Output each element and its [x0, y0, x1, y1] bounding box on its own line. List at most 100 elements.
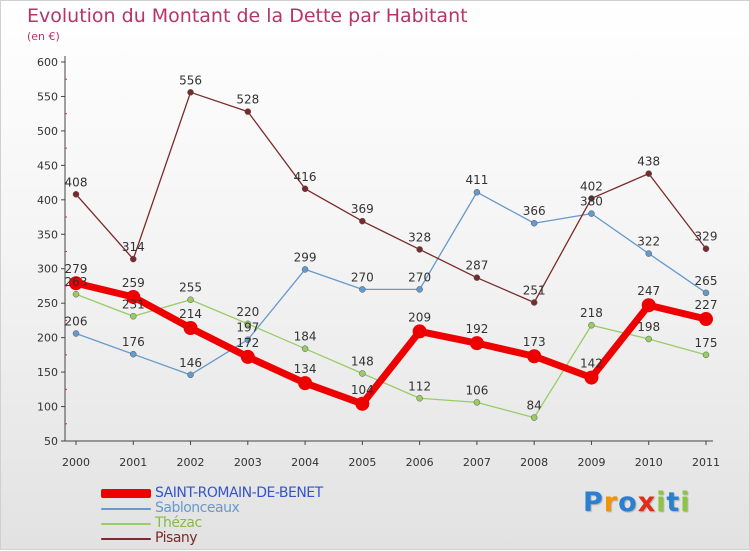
- data-point: [702, 351, 710, 359]
- y-tick-label: 350: [37, 228, 58, 241]
- data-label: 380: [580, 195, 603, 209]
- x-tick-label: 2007: [463, 456, 491, 469]
- data-point: [244, 108, 252, 115]
- data-point: [412, 324, 427, 339]
- data-label: 314: [122, 240, 145, 254]
- data-label: 408: [65, 175, 88, 189]
- y-tick-label: 400: [37, 194, 58, 207]
- logo-letter: x: [637, 487, 657, 518]
- y-tick-label: 200: [37, 332, 58, 345]
- legend-swatch: [101, 523, 151, 525]
- chart-title: Evolution du Montant de la Dette par Hab…: [27, 5, 468, 27]
- data-point: [473, 399, 481, 406]
- data-label: 112: [408, 379, 431, 393]
- data-label: 402: [580, 179, 603, 193]
- data-label: 255: [179, 281, 202, 295]
- series-line: [75, 91, 707, 304]
- data-point: [584, 370, 599, 385]
- y-tick-label: 600: [37, 56, 58, 69]
- data-point: [702, 289, 710, 297]
- data-label: 134: [294, 362, 317, 376]
- data-point: [355, 396, 370, 411]
- data-point: [183, 320, 198, 335]
- data-label: 198: [637, 320, 660, 334]
- data-label: 366: [523, 204, 546, 218]
- y-tick-label: 150: [37, 366, 58, 379]
- data-label: 329: [695, 230, 718, 244]
- y-tick-label: 450: [37, 159, 58, 172]
- data-point: [641, 298, 656, 313]
- unit-label: (en €): [27, 30, 60, 43]
- data-point: [645, 170, 652, 177]
- series-line: [72, 279, 710, 408]
- data-point: [301, 185, 309, 193]
- data-label: 176: [122, 335, 145, 349]
- y-tick-label: 250: [37, 297, 58, 310]
- data-point: [469, 336, 484, 351]
- data-label: 197: [236, 321, 259, 335]
- series-line: [75, 293, 707, 419]
- data-label: 104: [351, 383, 374, 397]
- data-point: [416, 395, 423, 402]
- data-label: 556: [179, 73, 202, 87]
- data-point: [530, 219, 538, 227]
- data-label: 328: [408, 230, 431, 244]
- data-point: [187, 296, 194, 303]
- data-label: 84: [527, 399, 542, 413]
- data-point: [530, 299, 538, 306]
- y-tick-label: 100: [37, 401, 58, 414]
- data-label: 251: [523, 283, 546, 297]
- y-tick-label: 550: [37, 90, 58, 103]
- data-point: [473, 274, 481, 281]
- data-point: [473, 188, 481, 196]
- data-point: [530, 414, 538, 421]
- data-point: [645, 250, 652, 257]
- data-label: 299: [294, 250, 317, 264]
- data-point: [244, 336, 252, 343]
- legend-label: Pisany: [155, 530, 198, 546]
- logo-letter: o: [618, 487, 638, 518]
- data-point: [130, 313, 137, 320]
- data-point: [301, 345, 309, 352]
- data-label: 287: [465, 259, 488, 273]
- data-label: 175: [695, 336, 718, 350]
- data-label: 265: [695, 274, 718, 288]
- x-tick-label: 2006: [406, 456, 434, 469]
- legend-label: Thézac: [155, 515, 202, 531]
- legend-swatch: [101, 489, 151, 498]
- data-point: [187, 89, 194, 96]
- data-label: 227: [695, 298, 718, 312]
- data-point: [298, 376, 313, 391]
- data-point: [702, 245, 710, 252]
- x-tick-label: 2003: [234, 456, 262, 469]
- data-label: 416: [294, 170, 317, 184]
- data-label: 214: [179, 307, 202, 321]
- x-tick-label: 2001: [119, 456, 147, 469]
- data-label: 270: [351, 270, 374, 284]
- data-label: 259: [122, 276, 145, 290]
- data-label: 247: [637, 284, 660, 298]
- legend-label: Sablonceaux: [155, 500, 240, 516]
- data-label: 146: [179, 356, 202, 370]
- data-label: 184: [294, 330, 317, 344]
- data-point: [130, 350, 137, 358]
- logo-letter: P: [583, 487, 604, 518]
- x-tick-label: 2002: [177, 456, 205, 469]
- data-point: [240, 349, 255, 364]
- data-point: [359, 370, 366, 377]
- logo-letter: r: [603, 487, 619, 518]
- data-label: 279: [65, 262, 88, 276]
- data-point: [645, 335, 652, 343]
- data-point: [588, 321, 595, 329]
- data-label: 209: [408, 310, 431, 324]
- x-tick-label: 2010: [635, 456, 663, 469]
- x-tick-label: 2004: [291, 456, 319, 469]
- data-point: [588, 210, 595, 217]
- data-label: 270: [408, 270, 431, 284]
- data-point: [359, 217, 366, 225]
- y-tick-label: 500: [37, 125, 58, 138]
- data-label: 369: [351, 202, 374, 216]
- data-point: [126, 289, 141, 304]
